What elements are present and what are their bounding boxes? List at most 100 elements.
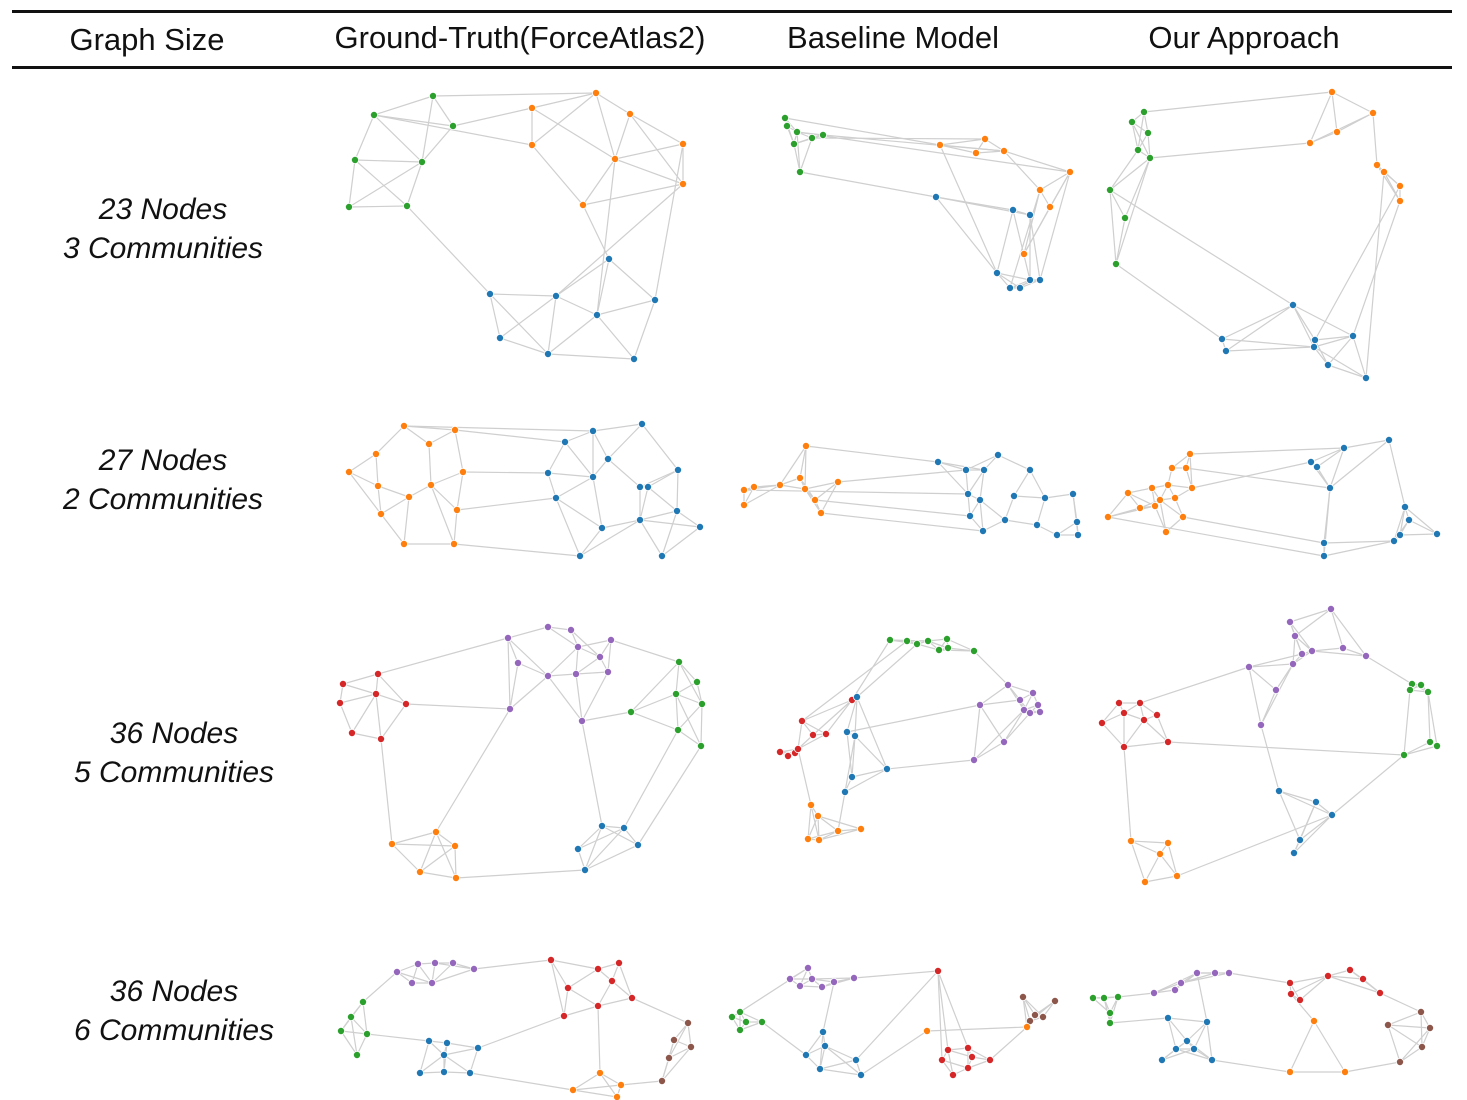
graph-node-green <box>1106 1019 1115 1028</box>
graph-edge <box>1225 304 1294 352</box>
graph-edge <box>1109 1017 1169 1024</box>
graph-edge <box>348 453 377 473</box>
graph-node-purple <box>808 975 817 984</box>
graph-node-orange <box>344 467 353 476</box>
graph-node-red <box>1287 990 1296 999</box>
graph-node-blue <box>636 482 645 491</box>
graph-node-orange <box>802 441 811 450</box>
graph-edge <box>1147 132 1151 159</box>
graph-node-blue <box>1362 373 1371 382</box>
graph-edge <box>1316 447 1345 468</box>
graph-edge <box>446 1042 479 1049</box>
graph-node-blue <box>962 465 971 474</box>
graph-node-green <box>1106 1009 1115 1018</box>
graph-node-blue <box>495 333 504 342</box>
graph-node-blue <box>593 310 602 319</box>
graph-edge <box>1161 1048 1195 1061</box>
graph-node-orange <box>1136 503 1145 512</box>
graph-edge <box>1109 149 1139 191</box>
row-label-2-nodes: 27 Nodes <box>98 444 228 477</box>
graph-node-green <box>675 658 684 667</box>
graph-edge <box>1167 741 1405 756</box>
graph-edge <box>1327 975 1364 980</box>
graph-edge <box>822 134 1005 152</box>
graph-edge <box>1248 666 1277 691</box>
graph-edge <box>575 671 609 675</box>
graph-edge <box>1149 142 1311 159</box>
graph-edge <box>584 825 603 871</box>
graph-edge <box>1117 992 1155 998</box>
graph-node-blue <box>605 254 614 263</box>
table-top-rule <box>12 10 1452 13</box>
graph-edge <box>675 693 703 705</box>
graph-edge <box>1383 171 1401 202</box>
graph-edge <box>1131 121 1139 151</box>
graph-edge <box>1387 1024 1431 1029</box>
graph-edge <box>937 970 969 1049</box>
graph-edge <box>639 519 663 557</box>
graph-node-blue <box>1033 521 1042 530</box>
graph-edge <box>1109 189 1117 265</box>
graph-node-brown <box>1051 997 1060 1006</box>
graph-edge <box>1107 492 1129 518</box>
graph-edge <box>597 980 613 1007</box>
graph-node-brown <box>1396 1058 1405 1067</box>
graph-edge <box>1115 263 1223 340</box>
graph-edge <box>1012 209 1031 281</box>
graph-edge <box>391 843 421 873</box>
graph-node-purple <box>1177 979 1186 988</box>
graph-r4-baseline <box>728 964 1060 1080</box>
graph-edge <box>509 662 519 710</box>
graph-node-green <box>970 647 979 656</box>
graph-node-green <box>352 1051 361 1060</box>
graph-node-blue <box>439 1068 448 1077</box>
graph-edge <box>577 639 612 648</box>
graph-node-red <box>964 1044 973 1053</box>
graph-node-orange <box>1124 488 1133 497</box>
graph-edge <box>753 484 781 488</box>
graph-edge <box>443 1054 471 1074</box>
graph-edge <box>1176 814 1333 877</box>
graph-node-orange <box>1380 167 1389 176</box>
graph-edge <box>1310 447 1345 463</box>
graph-edge <box>1036 497 1046 526</box>
graph-edge <box>793 143 801 173</box>
graph-node-orange <box>1164 839 1173 848</box>
graph-node-blue <box>561 437 570 446</box>
graph-edge <box>801 720 827 735</box>
graph-edge <box>1408 519 1438 535</box>
graph-node-orange <box>1066 167 1075 176</box>
graph-edge <box>1427 691 1431 743</box>
graph-edge <box>1029 214 1041 281</box>
graph-edge <box>373 114 423 163</box>
graph-node-red <box>401 700 410 709</box>
graph-edge <box>1143 719 1169 743</box>
graph-edge <box>575 646 579 675</box>
graph-edge <box>607 639 612 673</box>
graph-edge <box>430 471 464 486</box>
graph-node-green <box>819 130 828 139</box>
graph-node-blue <box>1053 531 1062 540</box>
graph-edge <box>678 661 703 705</box>
graph-edge <box>1109 189 1294 306</box>
graph-edge <box>675 693 679 731</box>
graph-node-green <box>627 708 636 717</box>
graph-edge <box>1167 1017 1177 1050</box>
graph-node-green <box>1128 118 1137 127</box>
graph-edge <box>489 293 557 297</box>
graph-edge <box>443 1047 479 1056</box>
graph-node-green <box>428 92 437 101</box>
graph-edge <box>812 699 853 736</box>
graph-edge <box>854 696 858 737</box>
graph-edge <box>761 1021 807 1056</box>
graph-edge <box>403 425 594 432</box>
graph-node-orange <box>1396 181 1405 190</box>
graph-edge <box>555 476 594 499</box>
graph-edge <box>630 661 680 713</box>
graph-node-blue <box>993 268 1002 277</box>
graph-edge <box>675 693 702 747</box>
graph-node-green <box>336 1027 345 1036</box>
graph-edge <box>550 959 565 1017</box>
graph-edge <box>1314 335 1354 341</box>
graph-node-purple <box>804 964 813 973</box>
